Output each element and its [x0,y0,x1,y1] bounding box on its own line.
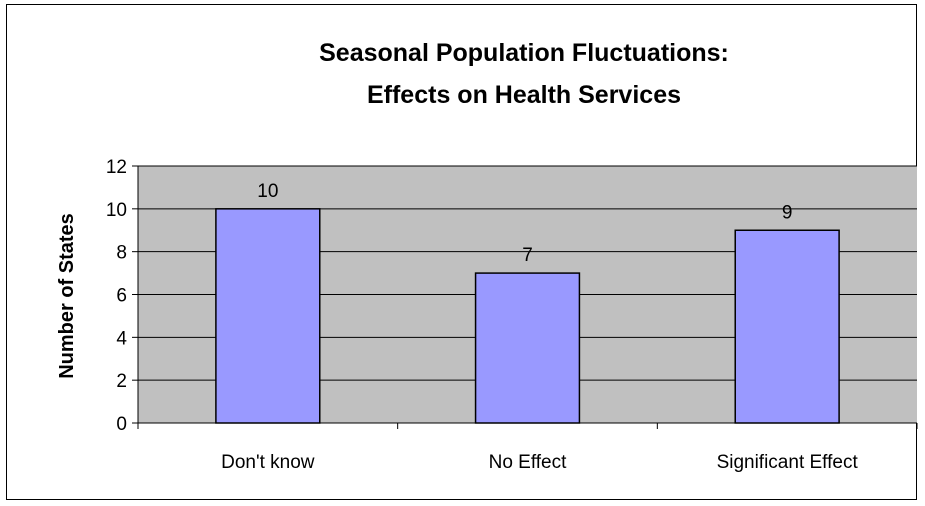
bar [474,272,581,424]
y-tick-label: 8 [116,243,127,264]
chart-title-line-1: Seasonal Population Fluctuations: [319,39,729,67]
labels: 0 2 4 6 8 10 12 10 Don't know 7 No Effect 9 Signific… [106,157,859,473]
x-category-label: Don't know [221,452,315,473]
y-tick-label: 0 [116,414,127,435]
y-tick-label: 10 [106,200,127,221]
data-label: 9 [782,202,793,223]
y-axis-label: Number of States [56,213,78,379]
x-category-label: Significant Effect [717,452,859,473]
bar [215,208,321,424]
x-category-label: No Effect [489,452,568,473]
data-label: 10 [257,181,278,202]
y-tick-label: 2 [116,371,127,392]
chart-title-line-2: Effects on Health Services [367,81,681,109]
y-tick-label: 4 [116,328,127,349]
bars [215,208,840,424]
data-label: 7 [522,245,533,266]
y-tick-label: 12 [106,157,127,178]
y-tick-label: 6 [116,286,127,307]
bar [734,229,840,424]
